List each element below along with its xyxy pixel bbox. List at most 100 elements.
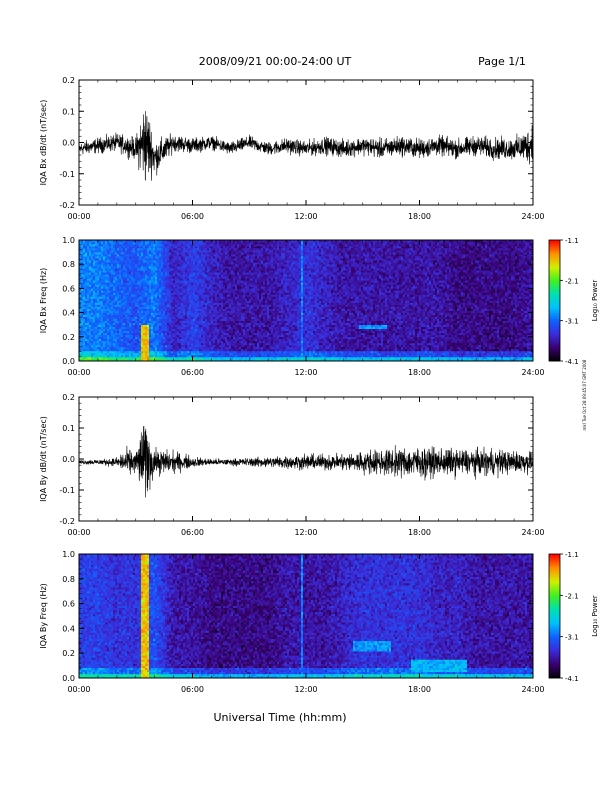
heatmap-cell — [233, 246, 236, 249]
heatmap-cell — [189, 288, 192, 291]
heatmap-cell — [207, 320, 210, 323]
heatmap-cell — [95, 262, 98, 265]
heatmap-cell — [145, 272, 148, 275]
heatmap-cell — [99, 340, 102, 344]
heatmap-cell — [145, 336, 148, 340]
heatmap-cell — [85, 296, 88, 299]
heatmap-cell — [131, 348, 134, 352]
heatmap-cell — [157, 258, 160, 261]
heatmap-cell — [119, 346, 122, 350]
heatmap-cell — [111, 312, 114, 315]
heatmap-cell — [113, 272, 116, 275]
heatmap-cell — [153, 300, 156, 303]
heatmap-cell — [95, 342, 98, 346]
heatmap-cell — [125, 280, 128, 283]
heatmap-cell — [151, 282, 154, 285]
heatmap-cell — [229, 276, 232, 279]
heatmap-cell — [197, 332, 200, 336]
heatmap-cell — [219, 296, 222, 299]
heatmap-cell — [175, 300, 178, 303]
heatmap-cell — [81, 298, 84, 301]
heatmap-cell — [193, 296, 196, 299]
heatmap-cell — [145, 314, 148, 317]
heatmap-cell — [195, 322, 198, 325]
heatmap-cell — [207, 300, 210, 303]
heatmap-cell — [89, 354, 92, 358]
heatmap-cell — [201, 244, 204, 247]
heatmap-cell — [119, 348, 122, 352]
heatmap-cell — [135, 306, 138, 309]
heatmap-cell — [127, 356, 130, 360]
heatmap-cell — [233, 324, 236, 328]
heatmap-cell — [105, 240, 108, 243]
heatmap-cell — [145, 328, 148, 332]
heatmap-cell — [201, 264, 204, 267]
heatmap-cell — [145, 240, 148, 243]
heatmap-cell — [185, 292, 188, 295]
heatmap-cell — [161, 348, 164, 352]
heatmap-cell — [101, 344, 104, 348]
heatmap-cell — [105, 272, 108, 275]
heatmap-cell — [127, 352, 130, 356]
heatmap-cell — [109, 318, 112, 321]
heatmap-cell — [81, 272, 84, 275]
heatmap-cell — [119, 320, 122, 323]
heatmap-cell — [141, 288, 144, 291]
heatmap-cell — [209, 350, 212, 354]
heatmap-cell — [85, 354, 88, 358]
heatmap-cell — [97, 268, 100, 271]
heatmap-cell — [107, 256, 110, 259]
heatmap-cell — [81, 320, 84, 323]
heatmap-cell — [81, 336, 84, 340]
heatmap-cell — [165, 334, 168, 338]
heatmap-cell — [191, 334, 194, 338]
heatmap-cell — [79, 274, 82, 277]
heatmap-cell — [83, 354, 86, 358]
heatmap-cell — [195, 340, 198, 344]
heatmap-cell — [213, 318, 216, 321]
heatmap-cell — [129, 278, 132, 281]
heatmap-cell — [125, 352, 128, 356]
heatmap-cell — [193, 294, 196, 297]
heatmap-cell — [197, 284, 200, 287]
heatmap-cell — [241, 358, 244, 362]
heatmap-cell — [181, 294, 184, 297]
heatmap-cell — [161, 356, 164, 360]
heatmap-cell — [149, 272, 152, 275]
heatmap-cell — [115, 334, 118, 338]
heatmap-cell — [127, 348, 130, 352]
heatmap-cell — [167, 338, 170, 342]
heatmap-cell — [153, 336, 156, 340]
heatmap-cell — [231, 260, 234, 263]
heatmap-cell — [209, 282, 212, 285]
heatmap-cell — [189, 250, 192, 253]
heatmap-cell — [231, 336, 234, 340]
heatmap-cell — [113, 294, 116, 297]
heatmap-cell — [221, 256, 224, 259]
heatmap-cell — [103, 274, 106, 277]
heatmap-cell — [159, 344, 162, 348]
heatmap-cell — [211, 242, 214, 245]
heatmap-cell — [197, 288, 200, 291]
heatmap-cell — [177, 342, 180, 346]
heatmap-cell — [157, 294, 160, 297]
heatmap-cell — [139, 288, 142, 291]
heatmap-cell — [133, 270, 136, 273]
heatmap-cell — [219, 282, 222, 285]
heatmap-cell — [99, 332, 102, 336]
heatmap-cell — [125, 338, 128, 342]
heatmap-cell — [215, 270, 218, 273]
heatmap-cell — [191, 344, 194, 348]
heatmap-cell — [211, 290, 214, 293]
heatmap-cell — [219, 326, 222, 330]
heatmap-cell — [149, 304, 152, 307]
heatmap-cell — [125, 294, 128, 297]
heatmap-cell — [131, 310, 134, 313]
heatmap-cell — [227, 338, 230, 342]
heatmap-cell — [85, 254, 88, 257]
heatmap-cell — [125, 348, 128, 352]
heatmap-cell — [99, 318, 102, 321]
heatmap-cell — [181, 326, 184, 330]
heatmap-cell — [113, 254, 116, 257]
heatmap-cell — [203, 272, 206, 275]
